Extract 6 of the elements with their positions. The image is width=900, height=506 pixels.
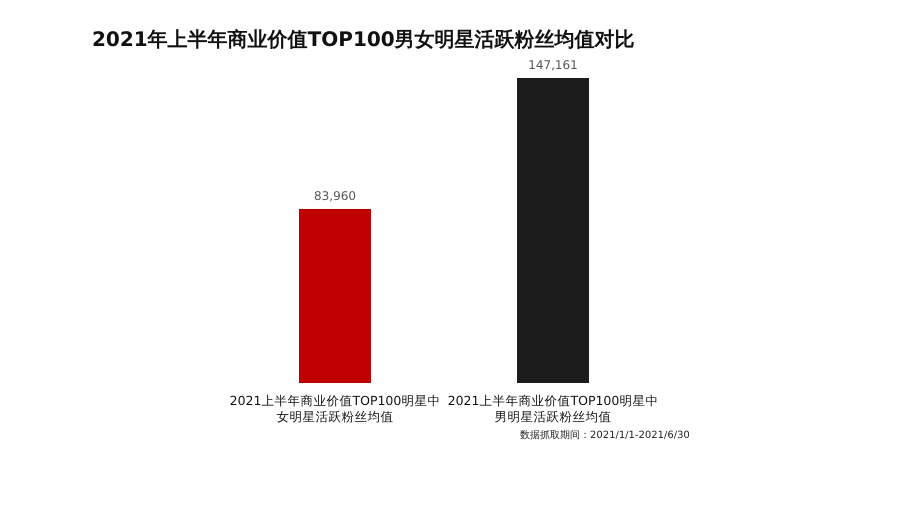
- data-label: 147,161: [528, 58, 578, 72]
- x-tick-label: 2021上半年商业价值TOP100明星中男明星活跃粉丝均值: [446, 393, 660, 425]
- text: 数据抓取期间：2021/1/1-2021/6/30: [520, 428, 690, 442]
- x-tick-label: 2021上半年商业价值TOP100明星中女明星活跃粉丝均值: [228, 393, 442, 425]
- data-label: 83,960: [314, 188, 356, 203]
- chart-title: 2021年上半年商业价值TOP100男女明星活跃粉丝均值对比: [92, 26, 635, 53]
